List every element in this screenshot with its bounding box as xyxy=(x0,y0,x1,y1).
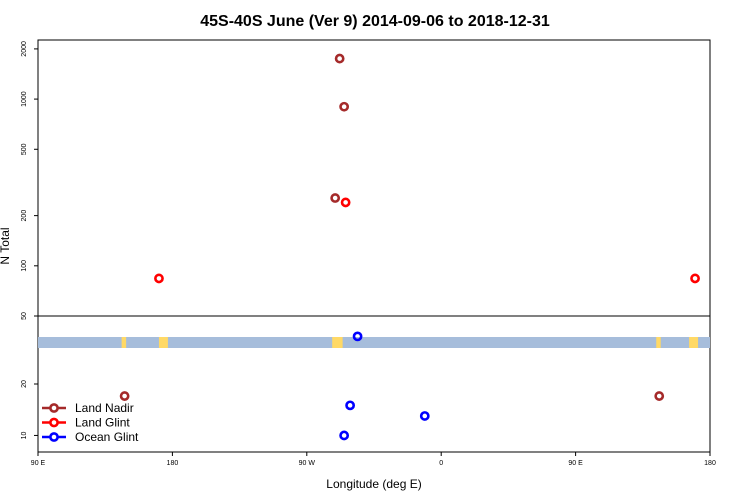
point-land-nadir xyxy=(339,101,350,112)
x-tick-label: 90 W xyxy=(299,460,316,467)
point-land-nadir xyxy=(119,391,130,401)
point-land-nadir xyxy=(330,193,341,203)
point-land-glint xyxy=(340,197,351,208)
y-tick-label: 10 xyxy=(21,431,28,439)
y-axis-upper: 50 100 200 500 1000 2000 xyxy=(21,41,38,320)
x-tick-label: 180 xyxy=(167,460,179,467)
point-land-glint xyxy=(154,273,164,284)
legend-label-land-glint: Land Glint xyxy=(75,416,130,430)
x-tick-label: 180 xyxy=(704,460,716,467)
point-ocean-glint xyxy=(345,400,356,411)
legend-label-ocean-glint: Ocean Glint xyxy=(75,430,139,444)
map-strip-land xyxy=(158,337,168,348)
plot-frame xyxy=(37,39,711,453)
legend-marker-ocean-glint xyxy=(49,432,59,442)
map-strip-land xyxy=(689,337,699,348)
y-tick-label: 1000 xyxy=(21,91,28,107)
y-tick-label: 50 xyxy=(21,312,28,320)
y-tick-label: 20 xyxy=(21,380,28,388)
map-strip-land xyxy=(656,337,661,348)
map-strip-ocean xyxy=(38,337,710,348)
x-axis: 90 E 180 90 W 0 90 E 180 xyxy=(31,452,716,467)
y-tick-label: 100 xyxy=(21,260,28,272)
x-axis-label: Longitude (deg E) xyxy=(326,477,421,491)
data-points xyxy=(119,53,700,441)
x-tick-label: 90 E xyxy=(568,460,583,467)
map-strip xyxy=(38,337,710,348)
point-ocean-glint xyxy=(339,430,350,441)
point-ocean-glint xyxy=(352,331,363,342)
chart-title: 45S-40S June (Ver 9) 2014-09-06 to 2018-… xyxy=(200,13,550,30)
y-tick-label: 200 xyxy=(21,210,28,222)
point-land-glint xyxy=(690,273,700,284)
y-tick-label: 2000 xyxy=(21,41,28,57)
point-ocean-glint xyxy=(419,411,430,421)
y-tick-label: 500 xyxy=(21,143,28,155)
legend-marker-land-glint xyxy=(49,417,59,428)
y-axis-label: N Total xyxy=(0,227,12,264)
legend-marker-land-nadir xyxy=(49,403,59,413)
point-land-nadir xyxy=(654,391,665,401)
map-strip-land xyxy=(332,337,343,348)
y-axis-lower: 10 20 xyxy=(21,380,38,439)
map-strip-land xyxy=(121,337,127,348)
x-tick-label: 90 E xyxy=(31,460,46,467)
x-tick-label: 0 xyxy=(439,460,443,467)
point-land-nadir xyxy=(334,53,345,64)
legend-label-land-nadir: Land Nadir xyxy=(75,401,134,415)
